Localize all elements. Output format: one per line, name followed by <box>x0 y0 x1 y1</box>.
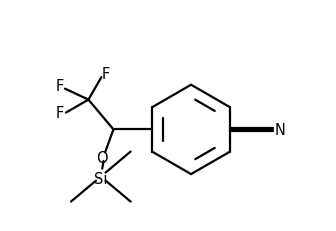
Text: F: F <box>56 78 64 93</box>
Text: F: F <box>101 67 110 82</box>
Text: Si: Si <box>94 171 108 186</box>
Text: F: F <box>55 106 64 121</box>
Text: N: N <box>274 122 285 137</box>
Text: O: O <box>96 150 108 165</box>
